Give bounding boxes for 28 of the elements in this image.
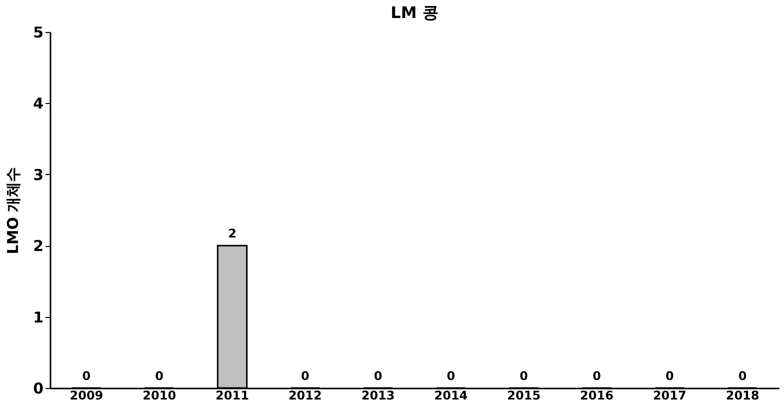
data-label: 0 [592,369,601,383]
x-tick-label: 2013 [361,388,395,402]
data-label: 0 [300,369,310,383]
y-tick-label: 5 [33,24,44,42]
data-label: 0 [520,369,528,383]
x-tick-label: 2018 [726,388,760,402]
x-tick-label: 2009 [70,388,104,402]
y-tick-label: 1 [33,308,44,326]
x-tick-label: 2017 [652,388,686,402]
data-label: 2 [228,226,236,241]
x-tick-label: 2010 [142,388,176,402]
data-label: 0 [446,369,456,383]
y-tick-label: 3 [33,166,44,184]
data-label: 0 [155,369,164,383]
data-label: 0 [82,369,91,383]
data-label: 0 [738,369,747,383]
y-tick-label: 0 [33,380,44,398]
data-label: 0 [665,369,674,383]
x-tick-label: 2015 [507,388,541,402]
x-tick-label: 2011 [216,388,249,402]
x-tick-label: 2014 [434,388,468,402]
y-tick-label: 4 [33,94,44,113]
x-tick-label: 2012 [288,388,322,402]
chart-title: LM 콩 [390,3,438,22]
x-tick-label: 2016 [580,388,614,402]
y-tick-label: 2 [33,237,44,256]
y-axis-title: LMO 개체수 [4,166,22,254]
data-label: 0 [374,369,382,383]
